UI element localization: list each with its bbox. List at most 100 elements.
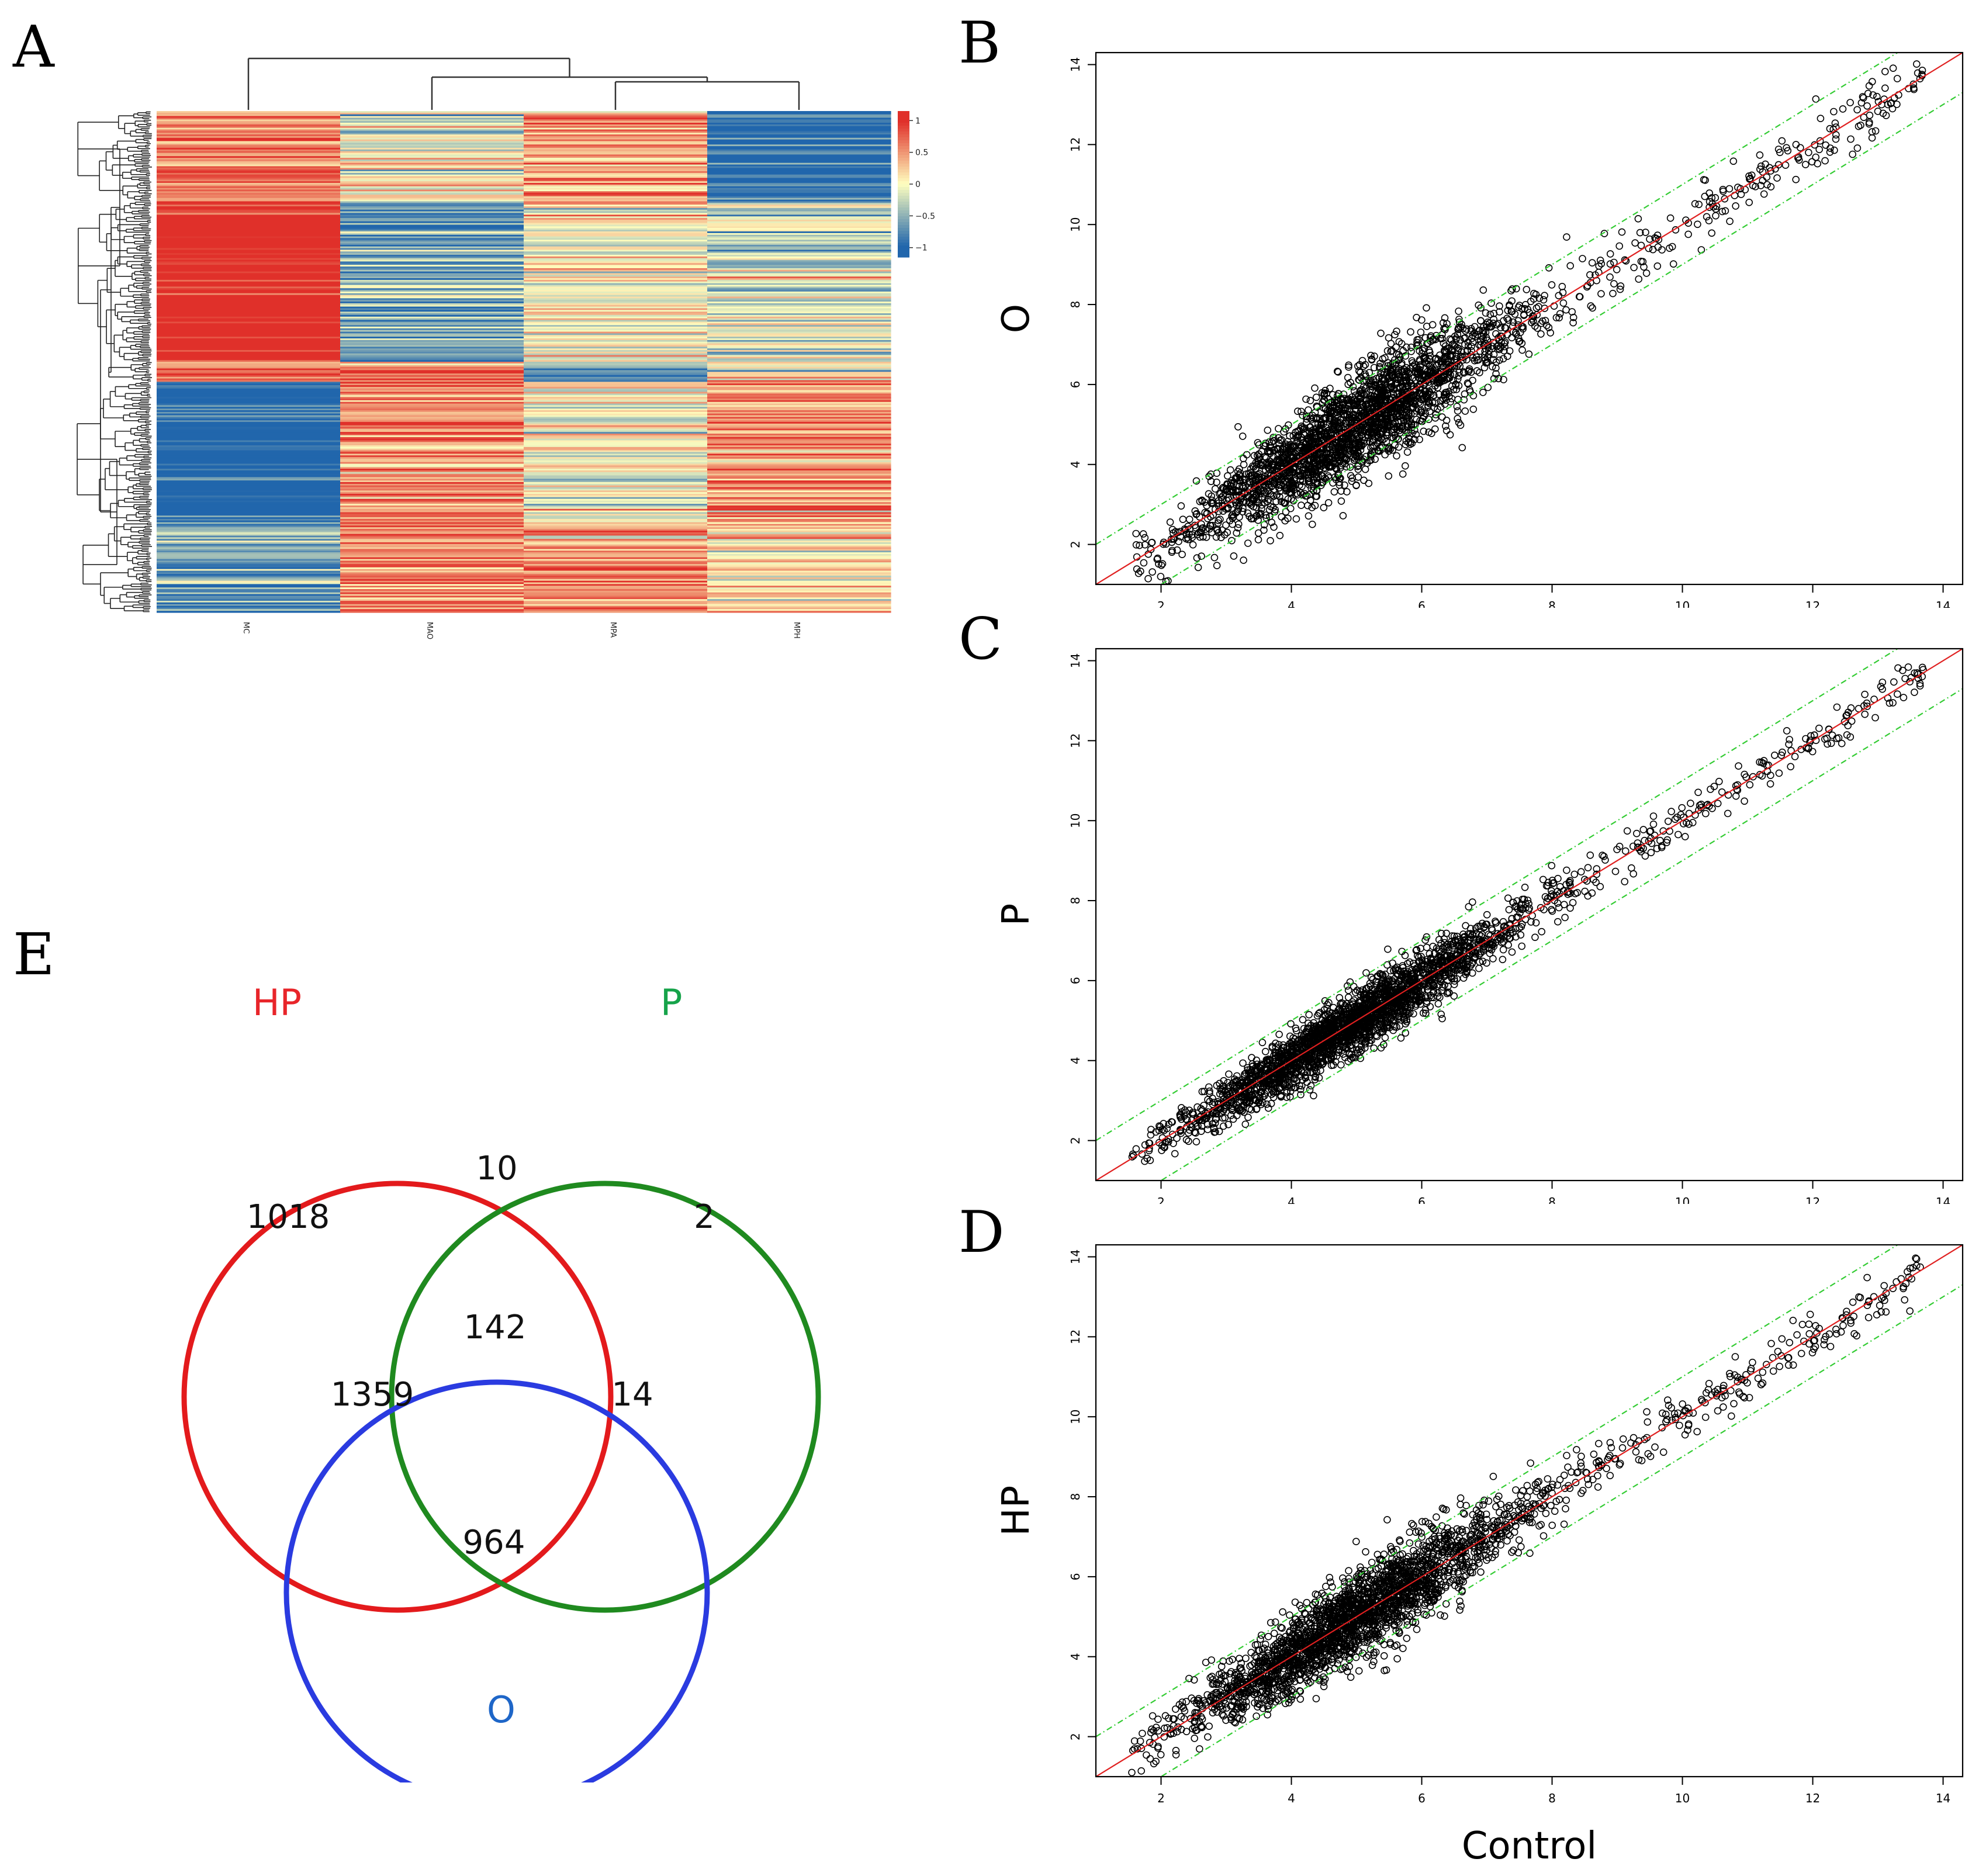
heatmap-cell bbox=[524, 562, 708, 565]
heatmap-cell bbox=[340, 288, 524, 290]
data-point bbox=[1887, 99, 1895, 107]
heatmap-cell bbox=[157, 483, 341, 486]
heatmap-cell bbox=[707, 407, 891, 409]
heatmap-cell bbox=[524, 597, 708, 600]
heatmap-cell bbox=[157, 440, 341, 442]
heatmap-cell bbox=[524, 134, 708, 137]
heatmap-cell bbox=[707, 428, 891, 431]
heatmap-cell bbox=[157, 137, 341, 140]
heatmap-cell bbox=[707, 209, 891, 212]
data-point bbox=[1196, 497, 1204, 506]
data-point bbox=[1486, 310, 1494, 319]
heatmap-cell bbox=[524, 388, 708, 391]
data-point bbox=[1407, 343, 1415, 351]
heatmap-cell bbox=[340, 365, 524, 368]
heatmap-cell bbox=[524, 423, 708, 426]
heatmap-cell bbox=[524, 214, 708, 217]
data-point bbox=[1846, 99, 1854, 106]
heatmap-cell bbox=[340, 256, 524, 259]
heatmap-cell bbox=[340, 137, 524, 140]
heatmap-cell bbox=[524, 198, 708, 200]
data-point bbox=[1387, 347, 1395, 355]
heatmap-cell bbox=[524, 587, 708, 590]
heatmap-cell bbox=[524, 124, 708, 127]
data-point bbox=[1559, 299, 1568, 307]
heatmap-cell bbox=[157, 423, 341, 426]
heatmap-cell bbox=[524, 376, 708, 379]
data-point bbox=[1322, 433, 1330, 441]
data-point bbox=[1483, 959, 1490, 967]
heatmap-cell bbox=[524, 174, 708, 177]
heatmap-cell bbox=[707, 592, 891, 595]
data-point bbox=[1441, 356, 1449, 364]
data-point bbox=[1499, 355, 1507, 363]
data-point bbox=[1581, 887, 1589, 895]
data-point bbox=[1250, 452, 1258, 460]
heatmap-cell bbox=[157, 154, 341, 157]
heatmap-cell bbox=[707, 216, 891, 219]
heatmap-cell bbox=[157, 241, 341, 244]
heatmap-cell bbox=[707, 201, 891, 203]
data-point bbox=[1217, 534, 1225, 542]
heatmap: MC MAO MPA MPH 10.50−0.5−1 bbox=[77, 57, 935, 639]
heatmap-cell bbox=[707, 532, 891, 535]
heatmap-cell bbox=[524, 495, 708, 498]
heatmap-cell bbox=[340, 366, 524, 369]
heatmap-cell bbox=[707, 341, 891, 344]
heatmap-cell bbox=[340, 510, 524, 513]
panel-letter-e: E bbox=[13, 922, 55, 988]
heatmap-cell bbox=[340, 129, 524, 131]
heatmap-cell bbox=[157, 146, 341, 148]
heatmap-cell bbox=[707, 355, 891, 358]
heatmap-cell bbox=[524, 432, 708, 434]
data-point bbox=[1269, 472, 1278, 480]
data-point bbox=[1586, 271, 1594, 279]
heatmap-cell bbox=[157, 375, 341, 378]
data-point bbox=[1365, 369, 1374, 377]
heatmap-cell bbox=[524, 403, 708, 406]
data-point bbox=[1343, 488, 1351, 496]
data-point bbox=[1386, 445, 1395, 453]
data-point bbox=[1399, 414, 1407, 422]
heatmap-cell bbox=[157, 590, 341, 593]
heatmap-cell bbox=[524, 325, 708, 327]
data-point bbox=[1432, 411, 1440, 418]
data-point bbox=[1528, 319, 1535, 327]
heatmap-cell bbox=[707, 164, 891, 167]
heatmap-cell bbox=[340, 304, 524, 307]
heatmap-cell bbox=[157, 551, 341, 553]
heatmap-cell bbox=[524, 303, 708, 306]
heatmap-cell bbox=[524, 310, 708, 312]
data-point bbox=[1218, 526, 1226, 534]
heatmap-cell bbox=[340, 231, 524, 234]
heatmap-color-key: 10.50−0.5−1 bbox=[898, 111, 935, 258]
heatmap-cell bbox=[340, 147, 524, 150]
heatmap-cell bbox=[340, 500, 524, 503]
data-point bbox=[1154, 554, 1162, 562]
data-point bbox=[1310, 473, 1319, 481]
data-point bbox=[1260, 526, 1268, 534]
heatmap-cell bbox=[524, 316, 708, 319]
heatmap-cell bbox=[707, 259, 891, 262]
heatmap-cell bbox=[157, 365, 341, 368]
data-point bbox=[1133, 565, 1141, 573]
data-point bbox=[1340, 403, 1348, 411]
data-point bbox=[1447, 398, 1455, 406]
heatmap-cell bbox=[157, 304, 341, 307]
data-point bbox=[1148, 568, 1156, 576]
heatmap-cell bbox=[707, 564, 891, 566]
heatmap-cell bbox=[340, 158, 524, 160]
color-key-tick-label: 0 bbox=[915, 180, 921, 189]
heatmap-cell bbox=[524, 123, 708, 125]
data-point bbox=[1189, 541, 1197, 549]
heatmap-cell bbox=[524, 358, 708, 361]
heatmap-cell bbox=[707, 547, 891, 549]
data-point bbox=[1265, 446, 1274, 455]
data-point bbox=[1250, 472, 1258, 480]
heatmap-cell bbox=[340, 565, 524, 568]
heatmap-cell bbox=[524, 143, 708, 145]
heatmap-cell bbox=[707, 306, 891, 309]
heatmap-cell bbox=[707, 590, 891, 593]
data-point bbox=[1254, 451, 1261, 459]
heatmap-cell bbox=[524, 407, 708, 409]
